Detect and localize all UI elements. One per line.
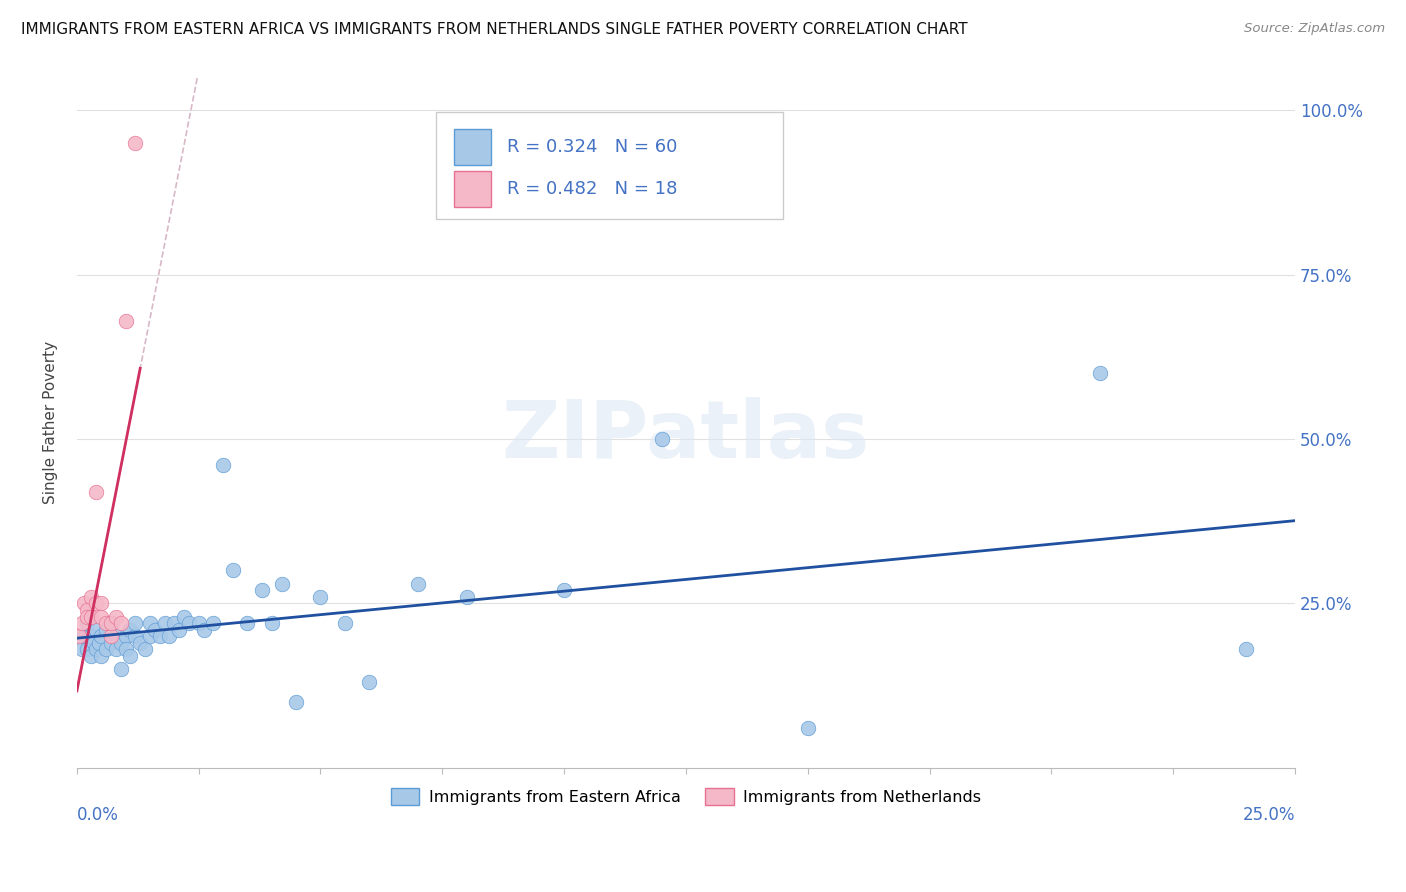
Point xyxy=(80,609,103,624)
Point xyxy=(69,629,91,643)
Point xyxy=(100,616,122,631)
Point xyxy=(104,642,127,657)
Point xyxy=(1234,642,1257,657)
Point xyxy=(333,616,356,631)
Point xyxy=(167,623,190,637)
Point xyxy=(94,623,117,637)
Point xyxy=(651,432,673,446)
Point xyxy=(149,629,172,643)
Point xyxy=(94,616,117,631)
Point xyxy=(76,603,98,617)
Point xyxy=(76,642,98,657)
Text: 25.0%: 25.0% xyxy=(1243,805,1295,823)
Point xyxy=(193,623,215,637)
Point xyxy=(100,616,122,631)
Point xyxy=(87,636,110,650)
Point xyxy=(70,616,93,631)
Point xyxy=(73,596,96,610)
FancyBboxPatch shape xyxy=(454,129,491,165)
Point xyxy=(212,458,235,473)
Point xyxy=(177,616,200,631)
Point xyxy=(260,616,283,631)
Point xyxy=(359,675,381,690)
FancyBboxPatch shape xyxy=(436,112,783,219)
Point xyxy=(80,629,103,643)
Point xyxy=(100,629,122,643)
Point xyxy=(285,695,308,709)
Point xyxy=(83,636,105,650)
Point xyxy=(86,642,108,657)
Point xyxy=(124,136,146,151)
Legend: Immigrants from Eastern Africa, Immigrants from Netherlands: Immigrants from Eastern Africa, Immigran… xyxy=(384,781,987,812)
Point xyxy=(797,721,820,735)
Point xyxy=(110,636,132,650)
Point xyxy=(86,484,108,499)
Point xyxy=(163,616,186,631)
Point xyxy=(173,609,195,624)
Point xyxy=(114,314,136,328)
Y-axis label: Single Father Poverty: Single Father Poverty xyxy=(44,341,58,504)
Point xyxy=(104,629,127,643)
Point xyxy=(80,648,103,663)
Point xyxy=(94,642,117,657)
Text: ZIPatlas: ZIPatlas xyxy=(502,397,870,475)
Point xyxy=(250,583,273,598)
Point xyxy=(76,609,98,624)
Point xyxy=(124,616,146,631)
Point xyxy=(73,629,96,643)
Point xyxy=(80,590,103,604)
FancyBboxPatch shape xyxy=(454,170,491,207)
Point xyxy=(90,596,112,610)
Point xyxy=(77,629,100,643)
Point xyxy=(143,623,166,637)
Point xyxy=(406,576,429,591)
Point xyxy=(90,648,112,663)
Point xyxy=(100,636,122,650)
Point xyxy=(139,629,162,643)
Point xyxy=(114,642,136,657)
Point xyxy=(187,616,209,631)
Point xyxy=(110,616,132,631)
Point xyxy=(270,576,292,591)
Text: Source: ZipAtlas.com: Source: ZipAtlas.com xyxy=(1244,22,1385,36)
Point xyxy=(90,609,112,624)
Text: R = 0.482   N = 18: R = 0.482 N = 18 xyxy=(508,179,678,197)
Point xyxy=(456,590,478,604)
Point xyxy=(309,590,332,604)
Text: 0.0%: 0.0% xyxy=(77,805,118,823)
Point xyxy=(202,616,225,631)
Point xyxy=(120,648,142,663)
Point xyxy=(134,642,156,657)
Point xyxy=(124,629,146,643)
Text: IMMIGRANTS FROM EASTERN AFRICA VS IMMIGRANTS FROM NETHERLANDS SINGLE FATHER POVE: IMMIGRANTS FROM EASTERN AFRICA VS IMMIGR… xyxy=(21,22,967,37)
Point xyxy=(86,623,108,637)
Point xyxy=(120,623,142,637)
Point xyxy=(1088,366,1111,380)
Point xyxy=(139,616,162,631)
Point xyxy=(129,636,152,650)
Point xyxy=(104,609,127,624)
Point xyxy=(114,629,136,643)
Point xyxy=(70,642,93,657)
Point xyxy=(222,564,245,578)
Point xyxy=(159,629,181,643)
Point xyxy=(86,596,108,610)
Point xyxy=(236,616,259,631)
Point xyxy=(67,629,90,643)
Point xyxy=(153,616,176,631)
Point xyxy=(110,662,132,676)
Point xyxy=(553,583,575,598)
Point xyxy=(90,629,112,643)
Point xyxy=(76,616,98,631)
Text: R = 0.324   N = 60: R = 0.324 N = 60 xyxy=(508,138,678,156)
